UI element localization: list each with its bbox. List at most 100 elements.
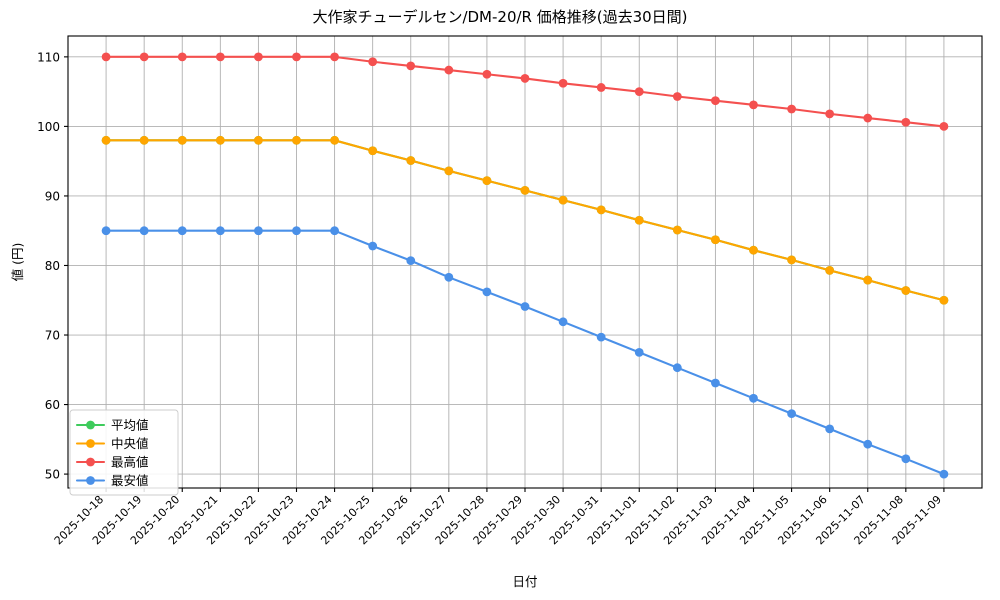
data-point xyxy=(330,52,339,62)
data-point xyxy=(634,215,644,225)
data-point xyxy=(711,378,720,388)
data-point xyxy=(292,52,301,62)
data-point xyxy=(177,226,187,236)
data-point xyxy=(254,226,263,236)
data-point xyxy=(749,245,758,255)
data-point xyxy=(596,205,606,215)
data-point xyxy=(215,226,225,236)
data-point xyxy=(254,52,263,62)
legend-item-1[interactable]: 中央値 xyxy=(75,436,149,451)
data-point xyxy=(901,286,911,295)
data-point xyxy=(101,52,111,62)
data-point xyxy=(672,92,682,101)
y-tick-label: 80 xyxy=(45,259,60,273)
data-point xyxy=(596,332,606,342)
series-1 xyxy=(101,135,949,305)
data-point xyxy=(558,78,568,88)
legend-item-0[interactable]: 平均値 xyxy=(75,418,149,433)
data-point xyxy=(596,83,606,92)
data-point xyxy=(939,469,949,479)
legend-label: 最高値 xyxy=(111,455,149,470)
data-point xyxy=(787,409,796,418)
legend-label: 平均値 xyxy=(111,418,149,433)
data-point xyxy=(520,302,530,311)
data-point xyxy=(939,295,949,305)
data-point xyxy=(863,439,873,449)
data-point xyxy=(482,287,492,297)
y-axis-ticks: 50 60 70 80 90 100 110 xyxy=(37,50,68,482)
data-point xyxy=(863,113,873,123)
y-tick-label: 60 xyxy=(45,398,60,412)
data-point xyxy=(711,235,720,245)
data-point xyxy=(139,135,149,145)
legend-marker-icon xyxy=(86,439,95,448)
data-point xyxy=(406,256,416,266)
data-point xyxy=(330,135,339,145)
legend-marker-icon xyxy=(86,457,95,467)
data-point xyxy=(406,61,416,71)
data-point xyxy=(177,52,187,62)
data-point xyxy=(330,226,339,236)
data-point xyxy=(292,226,301,236)
data-point xyxy=(520,185,530,195)
data-point xyxy=(634,348,644,357)
data-point xyxy=(368,146,378,156)
y-tick-label: 100 xyxy=(37,120,60,134)
data-point xyxy=(139,226,149,236)
data-point xyxy=(634,87,644,97)
y-tick-label: 90 xyxy=(45,189,60,203)
y-tick-label: 110 xyxy=(37,50,60,64)
data-point xyxy=(863,275,873,285)
legend-item-3[interactable]: 最安値 xyxy=(75,473,149,488)
series-2 xyxy=(101,52,949,131)
chart-title: 大作家チューデルセン/DM-20/R 価格推移(過去30日間) xyxy=(312,8,687,26)
data-point xyxy=(482,69,492,79)
data-point xyxy=(825,265,835,275)
data-point xyxy=(444,166,454,176)
data-point xyxy=(787,104,796,114)
data-point xyxy=(368,57,378,67)
data-point xyxy=(520,74,530,83)
data-point xyxy=(101,135,111,145)
legend-label: 中央値 xyxy=(111,436,149,451)
y-tick-label: 70 xyxy=(45,329,60,343)
legend-label: 最安値 xyxy=(111,473,149,488)
data-point xyxy=(444,65,454,75)
x-axis-label: 日付 xyxy=(512,574,537,589)
data-point xyxy=(672,225,682,235)
data-point xyxy=(711,96,720,106)
data-point xyxy=(139,52,149,62)
legend-marker-icon xyxy=(86,476,95,485)
data-point xyxy=(292,135,301,145)
data-point xyxy=(254,135,263,145)
series-3 xyxy=(101,226,949,479)
data-point xyxy=(215,52,225,62)
y-axis-label: 値 (円) xyxy=(10,243,25,282)
data-point xyxy=(825,109,835,119)
data-point xyxy=(672,363,682,373)
data-point xyxy=(177,135,187,145)
data-point xyxy=(749,393,758,403)
legend-marker-icon xyxy=(86,420,95,430)
data-point xyxy=(939,122,949,131)
data-point xyxy=(787,255,796,265)
data-point xyxy=(215,135,225,145)
data-point xyxy=(749,100,758,110)
legend-background xyxy=(69,409,179,496)
data-point xyxy=(482,176,492,186)
data-point xyxy=(444,272,454,282)
data-point xyxy=(558,317,568,327)
data-point xyxy=(901,454,911,464)
data-point xyxy=(368,241,378,251)
y-tick-label: 50 xyxy=(45,468,60,482)
data-point xyxy=(558,195,568,205)
data-point xyxy=(901,117,911,127)
data-point xyxy=(825,424,835,434)
plot-series-layer xyxy=(101,52,949,479)
legend-item-2[interactable]: 最高値 xyxy=(75,455,149,470)
data-point xyxy=(101,226,111,236)
